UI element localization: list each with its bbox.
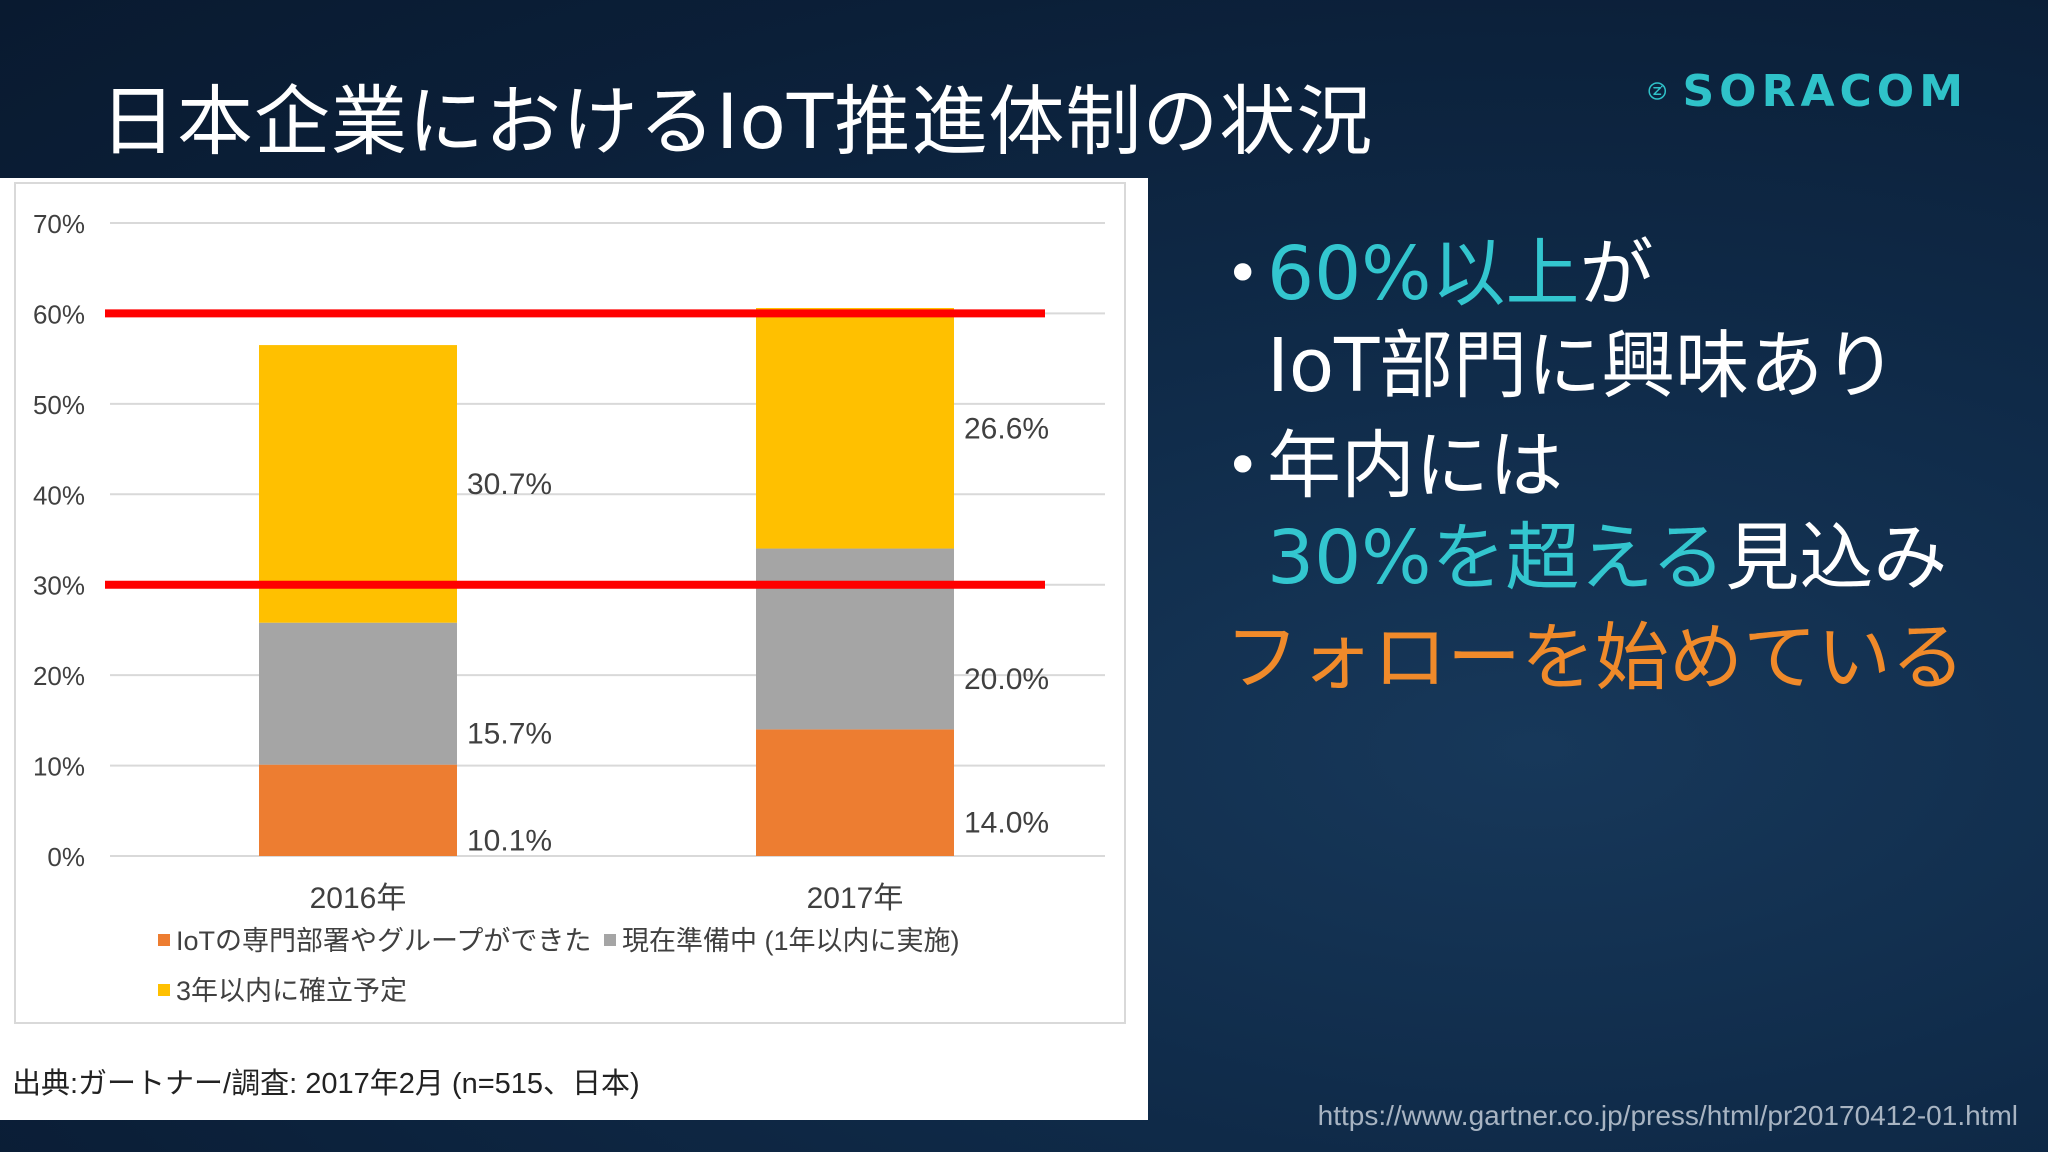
- bar-segment: [259, 345, 457, 623]
- bullet-list: • 60%以上が IoT部門に興味あり • 年内には 30%を超える見込み フォ…: [1225, 228, 2015, 704]
- data-label: 26.6%: [964, 412, 1049, 445]
- chart-panel: 0% 10% 20% 30% 40% 50% 60% 70% 10.1% 15.7% 30.7% 20…: [0, 178, 1148, 1120]
- bar-segment: [259, 622, 457, 765]
- y-tick-label: 40%: [33, 480, 85, 510]
- follow-text: フォローを始めている: [1225, 615, 1965, 701]
- bullet-2-rest: 見込み: [1725, 515, 1948, 601]
- y-tick-label: 50%: [33, 390, 85, 420]
- bar-segment: [756, 548, 954, 730]
- legend-label: 3年以内に確立予定: [176, 976, 407, 1006]
- legend-label: 現在準備中 (1年以内に実施): [622, 926, 960, 956]
- bar-segment: [756, 308, 954, 549]
- bullet-2-highlight: 30%を超える: [1267, 515, 1726, 601]
- bullet-1-highlight: 60%以上: [1267, 231, 1580, 317]
- legend-swatch: [158, 934, 170, 946]
- data-label: 15.7%: [467, 718, 552, 751]
- y-tick-label: 70%: [33, 209, 85, 239]
- legend-swatch: [158, 984, 170, 996]
- bar-segment: [756, 729, 954, 856]
- chart-border: [14, 182, 1126, 1024]
- data-label: 20.0%: [964, 663, 1049, 696]
- bullet-1-rest: が: [1579, 231, 1654, 317]
- x-tick-label: 2016年: [310, 882, 407, 915]
- stacked-bar-chart: 0% 10% 20% 30% 40% 50% 60% 70% 10.1% 15.7% 30.7% 20…: [12, 182, 1126, 1100]
- source-note: 出典:ガートナー/調査: 2017年2月 (n=515、日本): [12, 1067, 640, 1100]
- data-label: 14.0%: [964, 807, 1049, 840]
- soracom-logo: SORACOM: [1648, 58, 1968, 124]
- data-label: 10.1%: [467, 824, 552, 857]
- legend-swatch: [604, 934, 616, 946]
- bullet-2-line1: 年内には: [1267, 423, 1563, 509]
- y-tick-label: 20%: [33, 661, 85, 691]
- bar-segment: [259, 764, 457, 856]
- legend-label: IoTの専門部署やグループができた: [176, 926, 591, 956]
- y-tick-label: 60%: [33, 299, 85, 329]
- y-tick-label: 30%: [33, 571, 85, 601]
- bullet-1-line2: IoT部門に興味あり: [1267, 323, 1898, 409]
- bullet-item-1: • 60%以上が IoT部門に興味あり: [1225, 228, 2015, 412]
- data-label: 30.7%: [467, 468, 552, 501]
- logo-text: SORACOM: [1682, 65, 1968, 117]
- bullet-dot: •: [1225, 431, 1261, 501]
- y-tick-label: 10%: [33, 752, 85, 782]
- source-url: https://www.gartner.co.jp/press/html/pr2…: [1317, 1100, 2018, 1131]
- bullet-dot: •: [1225, 239, 1261, 309]
- bullet-item-2: • 年内には 30%を超える見込み: [1225, 420, 2015, 604]
- x-tick-label: 2017年: [807, 882, 904, 915]
- soracom-logo-icon: [1648, 82, 1667, 100]
- y-tick-label: 0%: [47, 842, 85, 872]
- slide-title: 日本企業におけるIoT推進体制の状況: [100, 77, 1374, 166]
